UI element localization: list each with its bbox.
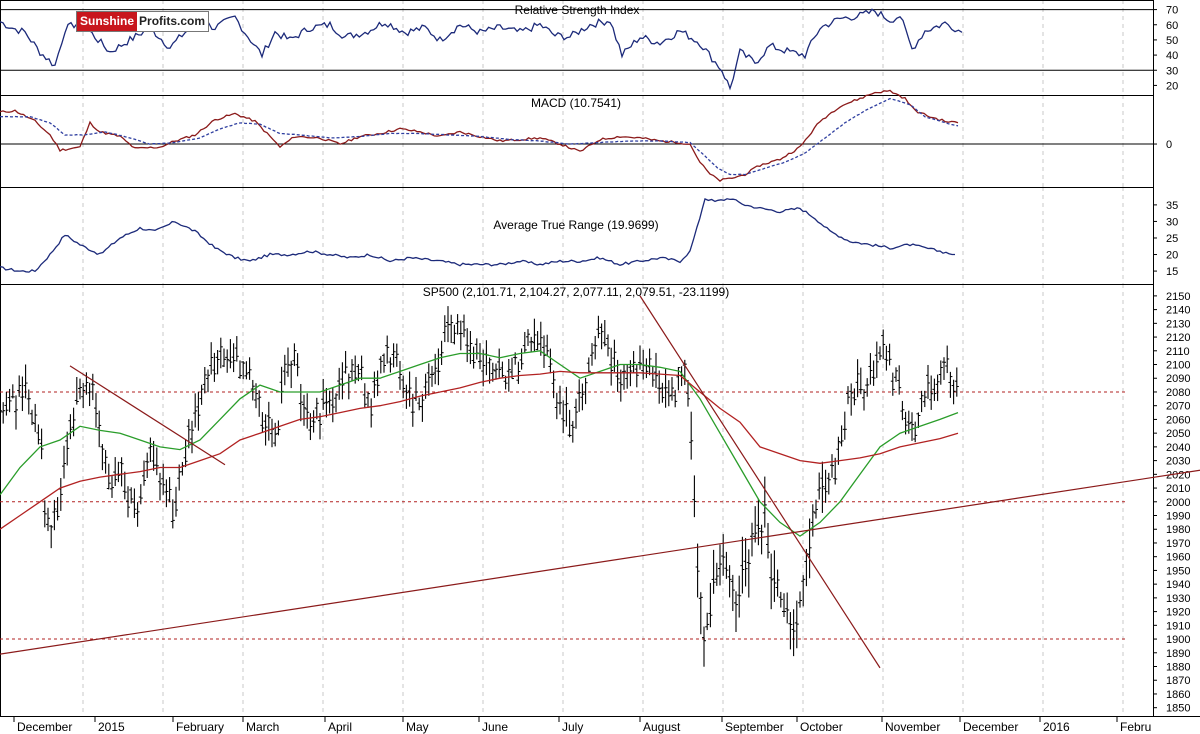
price-y-tick-label: 1920 — [1166, 607, 1190, 619]
rsi-y-tick-label: 70 — [1166, 5, 1178, 17]
atr-y-tick-label: 35 — [1166, 200, 1178, 212]
price-y-tick-label: 1900 — [1166, 634, 1190, 646]
price-y-tick-label: 1950 — [1166, 565, 1190, 577]
price-y-tick-label: 2000 — [1166, 497, 1190, 509]
atr-y-tick-label: 25 — [1166, 233, 1178, 245]
price-y-tick-label: 2110 — [1166, 346, 1190, 358]
price-y-tick-label: 2090 — [1166, 373, 1190, 385]
trendline — [69, 365, 226, 466]
atr-y-tick-label: 15 — [1166, 266, 1178, 278]
price-y-tick-label: 1960 — [1166, 552, 1190, 564]
x-tick-label: September — [725, 720, 784, 734]
price-y-tick-label: 2100 — [1166, 360, 1190, 372]
price-y-tick-label: 2140 — [1166, 305, 1190, 317]
price-y-tick-label: 2080 — [1166, 387, 1190, 399]
trendline — [639, 295, 881, 669]
macd-y-tick-label: 0 — [1166, 139, 1172, 151]
price-y-tick-label: 1910 — [1166, 620, 1190, 632]
price-y-tick-label: 1970 — [1166, 538, 1190, 550]
x-tick-label: December — [17, 720, 72, 734]
atr-line — [0, 197, 955, 273]
macd-signal-line — [0, 97, 959, 176]
price-y-tick-label: 1870 — [1166, 675, 1190, 687]
x-tick-label: December — [963, 720, 1018, 734]
x-tick-label: June — [482, 720, 508, 734]
x-tick-label: 2016 — [1043, 720, 1070, 734]
macd-title: MACD (10.7541) — [531, 96, 621, 110]
price-y-tick-label: 2040 — [1166, 442, 1190, 454]
price-y-tick-label: 2050 — [1166, 428, 1190, 440]
trendline — [0, 469, 1200, 655]
x-tick-label: August — [643, 720, 681, 734]
price-y-tick-label: 2030 — [1166, 456, 1190, 468]
price-y-tick-label: 2150 — [1166, 291, 1190, 303]
price-y-tick-label: 2120 — [1166, 332, 1190, 344]
price-y-tick-label: 1940 — [1166, 579, 1190, 591]
price-title: SP500 (2,101.71, 2,104.27, 2,077.11, 2,0… — [423, 285, 729, 299]
price-y-tick-label: 1880 — [1166, 662, 1190, 674]
price-y-tick-label: 1850 — [1166, 703, 1190, 715]
price-y-tick-label: 1890 — [1166, 648, 1190, 660]
price-y-tick-label: 2010 — [1166, 483, 1190, 495]
x-tick-label: 2015 — [98, 720, 125, 734]
atr-title: Average True Range (19.9699) — [493, 218, 658, 232]
price-y-tick-label: 1980 — [1166, 524, 1190, 536]
rsi-line — [0, 8, 963, 91]
x-tick-label: May — [406, 720, 429, 734]
x-tick-label: Febru — [1120, 720, 1151, 734]
x-tick-label: April — [328, 720, 352, 734]
price-y-tick-label: 2070 — [1166, 401, 1190, 413]
price-y-tick-label: 2060 — [1166, 414, 1190, 426]
atr-y-tick-label: 20 — [1166, 250, 1178, 262]
rsi-y-tick-label: 50 — [1166, 35, 1178, 47]
x-tick-label: March — [246, 720, 279, 734]
atr-panel — [0, 187, 1154, 285]
x-tick-label: October — [800, 720, 843, 734]
rsi-y-tick-label: 60 — [1166, 20, 1178, 32]
price-y-tick-label: 2130 — [1166, 318, 1190, 330]
atr-y-tick-label: 30 — [1166, 216, 1178, 228]
price-y-tick-label: 1930 — [1166, 593, 1190, 605]
moving-average-slow — [0, 370, 959, 530]
rsi-y-tick-label: 30 — [1166, 65, 1178, 77]
macd-line — [0, 89, 959, 182]
x-tick-label: February — [176, 720, 224, 734]
logo-part-1: Sunshine — [77, 12, 138, 31]
rsi-y-tick-label: 40 — [1166, 50, 1178, 62]
price-y-tick-label: 1990 — [1166, 511, 1190, 523]
x-tick-label: November — [885, 720, 940, 734]
rsi-y-tick-label: 20 — [1166, 80, 1178, 92]
price-y-tick-label: 1860 — [1166, 689, 1190, 701]
moving-average-fast — [0, 350, 959, 537]
x-tick-label: July — [562, 720, 583, 734]
logo: Sunshine Profits.com — [76, 11, 210, 32]
logo-part-2: Profits.com — [137, 12, 209, 31]
